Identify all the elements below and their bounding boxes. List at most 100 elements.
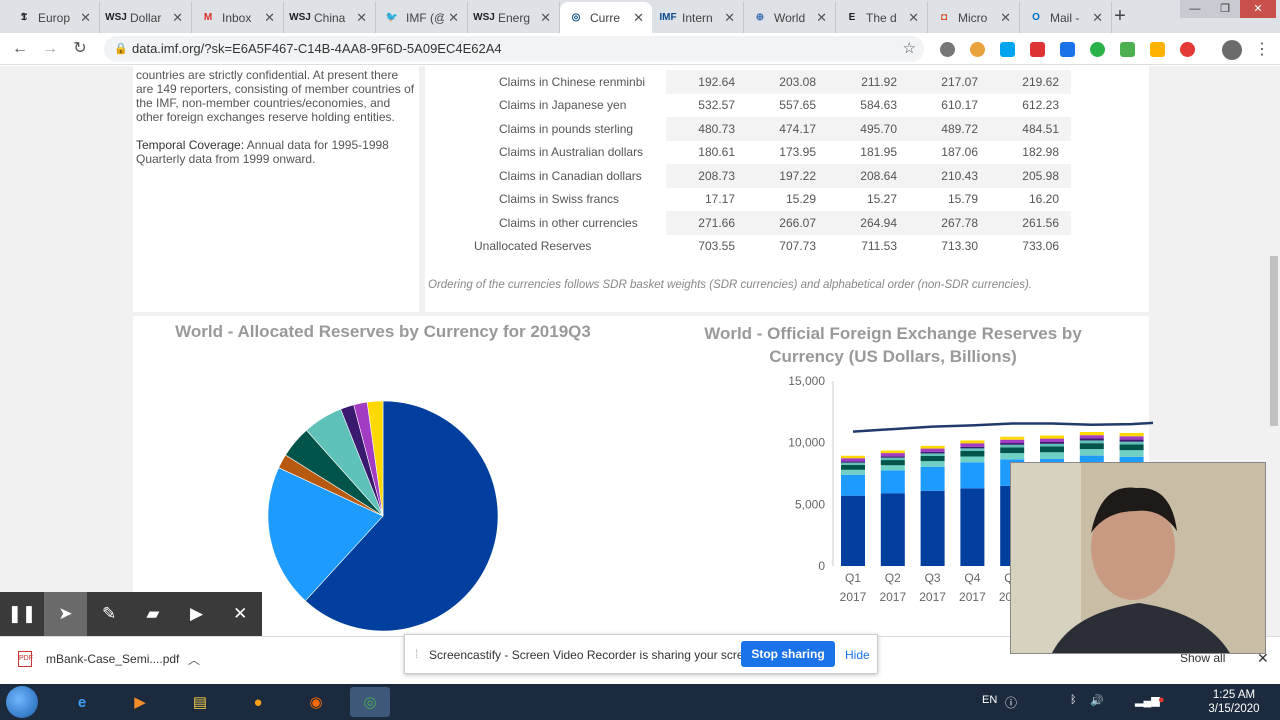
tab-close-icon[interactable]: ✕ <box>908 9 919 25</box>
tab-close-icon[interactable]: ✕ <box>1000 9 1011 25</box>
profile-avatar[interactable] <box>1222 40 1242 60</box>
app-icon[interactable]: ● <box>253 693 263 711</box>
adblock-extension-icon[interactable] <box>1030 42 1045 57</box>
close-icon[interactable]: ✕ <box>233 604 248 623</box>
record-icon[interactable]: ● <box>1158 694 1165 706</box>
extension-icon[interactable] <box>970 42 985 57</box>
bar-segment-5-2[interactable] <box>1040 452 1064 459</box>
tab-8[interactable]: ⊕ World ✕ <box>744 2 836 33</box>
bar-segment-0-2[interactable] <box>841 469 865 475</box>
bar-segment-1-6[interactable] <box>880 453 905 457</box>
bar-segment-7-5[interactable] <box>1119 439 1144 442</box>
bar-segment-7-4[interactable] <box>1119 441 1144 445</box>
tab-10[interactable]: ◘ Micro ✕ <box>928 2 1020 33</box>
tab-4[interactable]: 🐦 IMF (@ ✕ <box>376 2 468 33</box>
pen-icon[interactable]: ✎ <box>102 604 117 623</box>
bar-segment-6-6[interactable] <box>1079 435 1104 439</box>
bar-segment-0-0[interactable] <box>841 495 865 566</box>
bar-segment-4-2[interactable] <box>1000 453 1025 460</box>
total-reserves-line[interactable] <box>852 421 1153 433</box>
skype-extension-icon[interactable] <box>1000 42 1015 57</box>
bar-segment-4-5[interactable] <box>1000 443 1025 445</box>
bar-segment-4-6[interactable] <box>1000 439 1025 444</box>
back-button[interactable]: ← <box>12 40 28 57</box>
chevron-up-icon[interactable]: ︿ <box>188 653 201 667</box>
bar-segment-1-2[interactable] <box>880 465 905 471</box>
bar-segment-2-2[interactable] <box>920 461 945 467</box>
bar-segment-7-6[interactable] <box>1119 436 1144 440</box>
system-clock[interactable]: 1:25 AM 3/15/2020 <box>1198 688 1270 716</box>
bar-segment-6-5[interactable] <box>1079 438 1104 441</box>
screencastify-extension-icon[interactable] <box>1180 42 1195 57</box>
bar-segment-2-6[interactable] <box>920 448 945 452</box>
cursor-icon[interactable]: ➤ <box>43 592 88 636</box>
bar-segment-5-7[interactable] <box>1040 435 1064 439</box>
reload-button[interactable]: ↻ <box>73 40 87 57</box>
bar-segment-3-0[interactable] <box>960 488 985 566</box>
tab-close-icon[interactable]: ✕ <box>264 9 275 25</box>
bar-segment-5-3[interactable] <box>1040 446 1064 453</box>
pie-slice-1[interactable] <box>267 467 384 602</box>
extension-icon[interactable] <box>1150 42 1165 57</box>
extension-icon[interactable] <box>1090 42 1105 57</box>
bar-segment-1-1[interactable] <box>880 470 905 494</box>
tab-close-icon[interactable]: ✕ <box>172 9 183 25</box>
bar-segment-6-7[interactable] <box>1079 431 1104 436</box>
bookmark-star-icon[interactable]: ☆ <box>902 40 916 57</box>
bar-segment-0-3[interactable] <box>841 464 865 470</box>
bar-segment-7-3[interactable] <box>1119 444 1144 451</box>
bluetooth-icon[interactable]: ᛒ <box>1070 694 1077 706</box>
tab-close-icon[interactable]: ✕ <box>816 9 827 25</box>
pie-slice-0[interactable] <box>304 400 499 632</box>
close-window-button[interactable]: ✕ <box>1240 0 1276 18</box>
forward-button[interactable]: → <box>42 40 58 57</box>
bar-segment-5-5[interactable] <box>1040 441 1064 444</box>
scrollbar-thumb[interactable] <box>1270 256 1278 426</box>
bar-segment-7-2[interactable] <box>1119 450 1144 457</box>
firefox-icon[interactable]: ◉ <box>309 694 323 711</box>
tab-close-icon[interactable]: ✕ <box>356 9 367 25</box>
address-bar[interactable]: 🔒 data.imf.org/?sk=E6A5F467-C14B-4AA8-9F… <box>104 36 924 62</box>
bar-segment-3-3[interactable] <box>960 450 985 457</box>
bar-segment-0-4[interactable] <box>841 462 865 465</box>
tab-close-icon[interactable]: ✕ <box>448 9 459 25</box>
bar-segment-1-3[interactable] <box>880 460 905 466</box>
bar-segment-1-7[interactable] <box>880 450 905 454</box>
tab-close-icon[interactable]: ✕ <box>1092 9 1103 25</box>
bar-segment-0-1[interactable] <box>841 474 865 496</box>
bar-segment-1-0[interactable] <box>880 493 905 566</box>
bar-segment-5-4[interactable] <box>1040 443 1064 447</box>
tab-close-icon[interactable]: ✕ <box>724 9 735 25</box>
bar-segment-2-5[interactable] <box>920 451 945 454</box>
pause-icon[interactable]: ❚❚ <box>7 604 37 623</box>
bar-segment-1-4[interactable] <box>880 457 905 461</box>
bar-segment-2-3[interactable] <box>920 455 945 462</box>
bar-segment-2-4[interactable] <box>920 453 945 456</box>
media-player-icon[interactable]: ▶ <box>134 694 146 711</box>
file-explorer-icon[interactable]: ▤ <box>192 694 208 711</box>
bar-segment-2-0[interactable] <box>920 490 945 566</box>
tab-7[interactable]: IMF Intern ✕ <box>652 2 744 33</box>
show-all-button[interactable]: Show all <box>1180 651 1226 665</box>
bar-segment-4-4[interactable] <box>1000 444 1025 448</box>
download-item[interactable]: PDF mBank-Case_Semi....pdf <box>18 651 179 667</box>
new-tab-button[interactable]: + <box>1114 5 1126 27</box>
extension-icon[interactable] <box>1120 42 1135 57</box>
extension-icon[interactable] <box>940 42 955 57</box>
camera-icon[interactable]: ▶ <box>189 604 204 623</box>
hide-button[interactable]: Hide <box>845 648 870 662</box>
bar-segment-3-7[interactable] <box>960 440 985 444</box>
bar-segment-5-6[interactable] <box>1040 438 1064 442</box>
tab-9[interactable]: E The d ✕ <box>836 2 928 33</box>
tab-6[interactable]: ◎ Curre ✕ <box>560 2 652 33</box>
minimize-button[interactable]: — <box>1180 0 1210 18</box>
browser-menu-icon[interactable]: ⋮ <box>1254 41 1270 58</box>
tab-0[interactable]: 𝕿 Europ ✕ <box>8 2 100 33</box>
eraser-icon[interactable]: ▰ <box>146 604 160 623</box>
bar-segment-1-5[interactable] <box>880 456 905 458</box>
bar-segment-2-7[interactable] <box>920 445 945 449</box>
bar-segment-7-7[interactable] <box>1119 432 1144 437</box>
tab-1[interactable]: WSJ Dollar ✕ <box>100 2 192 33</box>
volume-icon[interactable]: 🔊 <box>1090 695 1104 707</box>
page-scrollbar[interactable] <box>1268 66 1280 636</box>
